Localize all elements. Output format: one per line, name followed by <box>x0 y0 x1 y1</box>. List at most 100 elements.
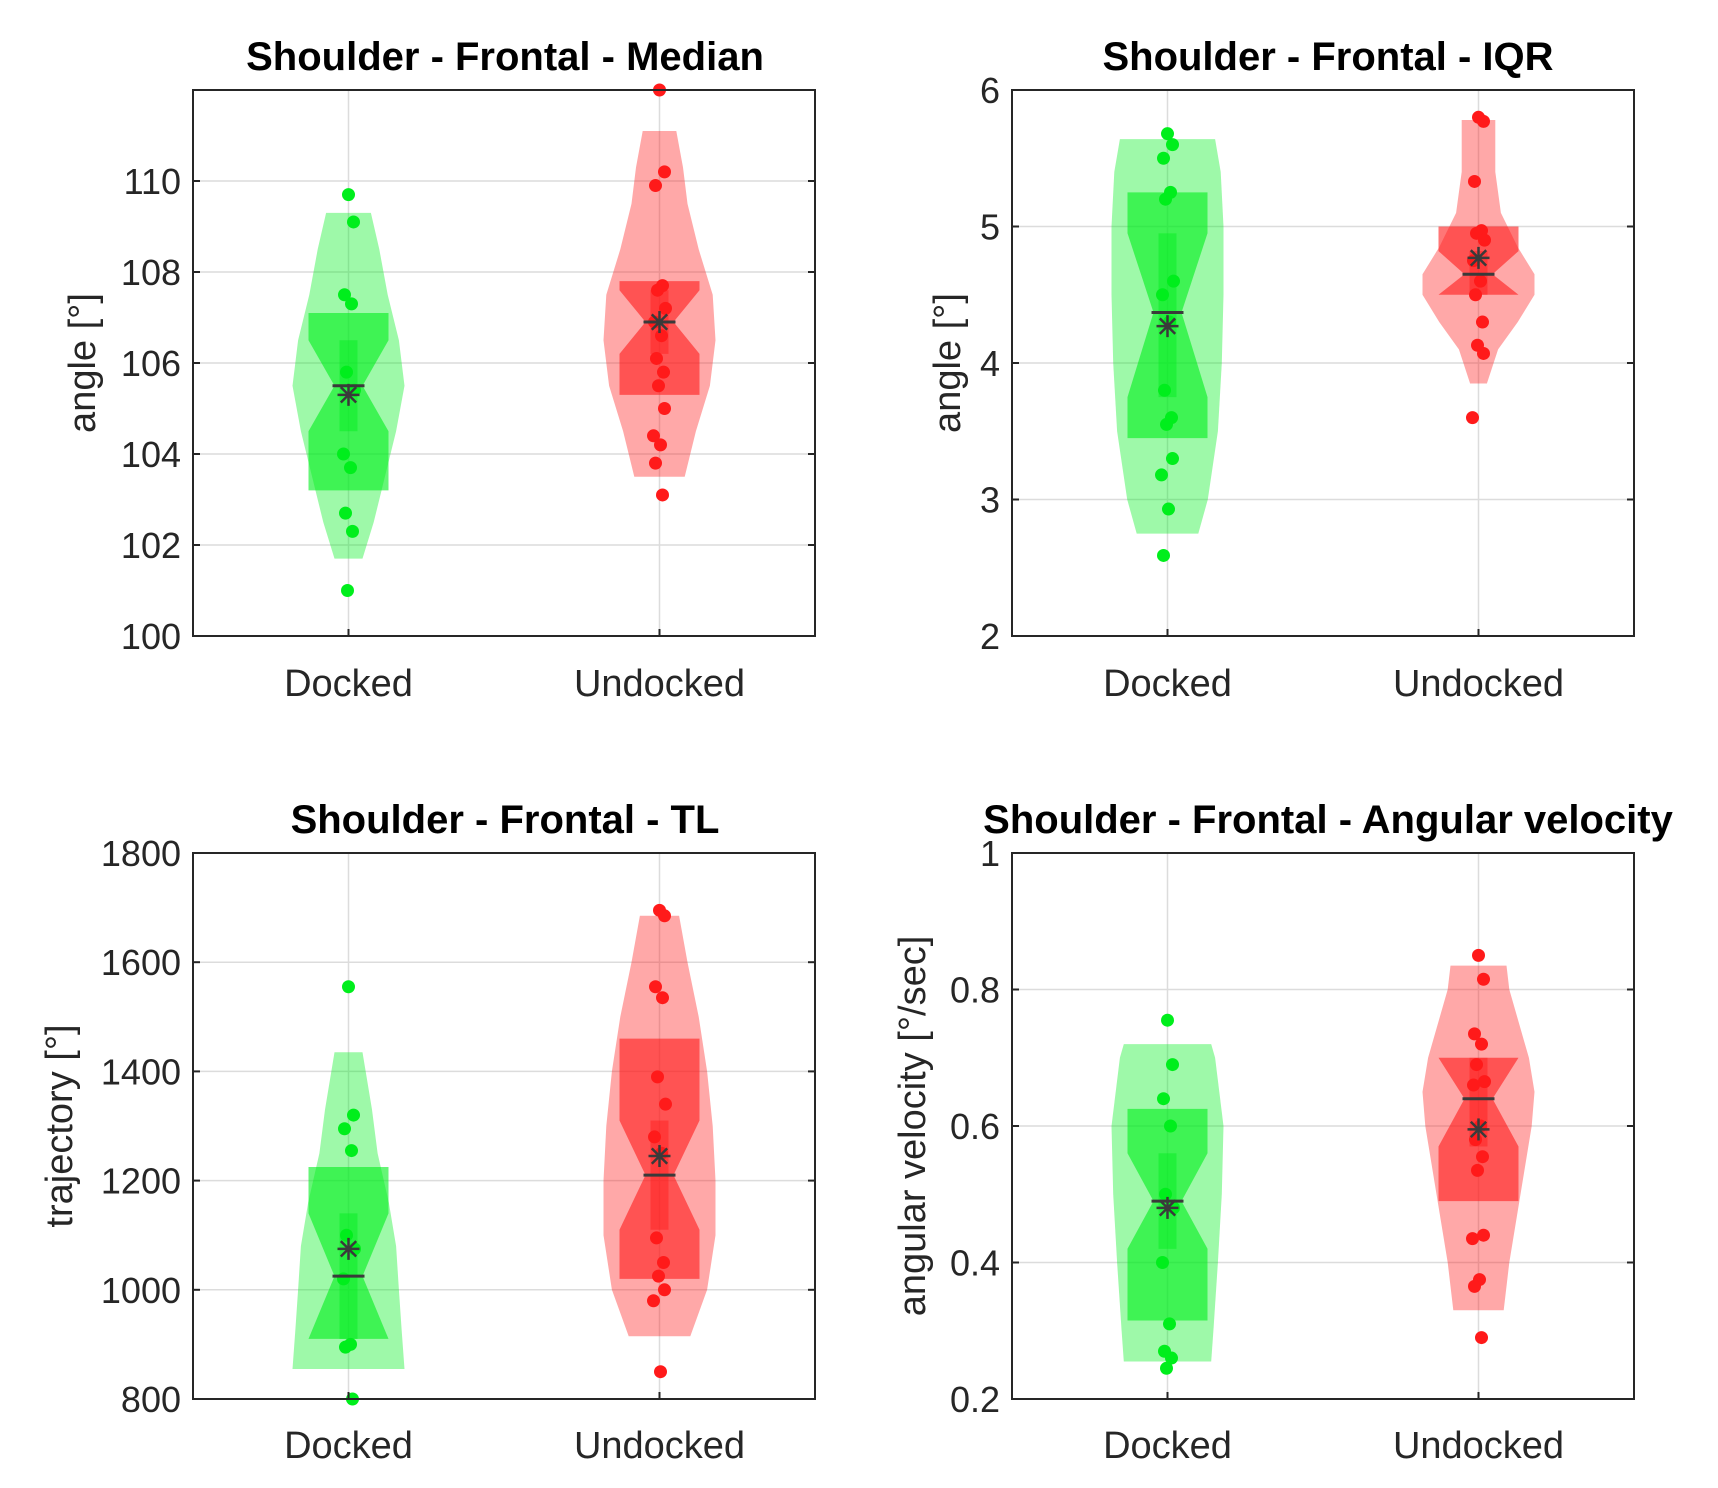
data-point <box>338 1122 351 1136</box>
data-point <box>1477 972 1490 986</box>
data-point <box>657 1256 670 1269</box>
y-tick-label: 1800 <box>101 833 181 874</box>
data-point <box>659 1097 672 1111</box>
y-tick-label: 0.6 <box>950 1106 1000 1147</box>
mean-marker-undocked <box>1467 1118 1490 1141</box>
data-point <box>1166 138 1179 152</box>
data-point <box>1166 452 1179 466</box>
category-label: Docked <box>284 1425 413 1467</box>
series-undocked <box>603 83 716 502</box>
y-tick-label: 0.4 <box>950 1243 1000 1284</box>
mean-marker-docked <box>1156 315 1179 338</box>
category-label: Undocked <box>1393 1425 1564 1467</box>
y-axis-label: angular velocity [°/sec] <box>892 936 934 1317</box>
series-docked <box>292 980 405 1406</box>
data-point <box>1477 1228 1490 1242</box>
mean-marker-undocked <box>648 311 671 334</box>
y-tick-label: 0.2 <box>950 1379 1000 1420</box>
data-point <box>339 506 352 520</box>
data-point <box>1472 948 1485 962</box>
data-point <box>658 165 671 179</box>
chart-title: Shoulder - Frontal - TL <box>291 798 720 842</box>
data-point <box>647 1294 660 1308</box>
data-point <box>1469 1133 1482 1147</box>
y-axis-label: trajectory [°] <box>39 1024 81 1227</box>
category-label: Docked <box>284 663 413 705</box>
data-point <box>339 1340 352 1354</box>
data-point <box>649 179 662 193</box>
data-point <box>651 283 664 297</box>
y-tick-label: 102 <box>121 525 181 566</box>
y-tick-label: 1200 <box>101 1161 181 1202</box>
chart-panel-3: Docked Undocked 800 1000 1200 1400 1600 1800 Sho… <box>39 798 816 1467</box>
mean-marker-docked <box>337 383 360 406</box>
chart-title: Shoulder - Frontal - Angular velocity <box>983 798 1673 842</box>
data-point <box>340 1228 353 1242</box>
data-point <box>656 991 669 1005</box>
data-point <box>346 524 359 538</box>
data-point <box>1161 1013 1174 1027</box>
mean-marker-docked <box>337 1237 360 1260</box>
data-point <box>337 447 350 461</box>
category-label: Undocked <box>1393 663 1564 705</box>
y-tick-label: 1400 <box>101 1051 181 1092</box>
mean-marker-stroke <box>1469 1120 1488 1138</box>
data-point <box>648 1130 661 1144</box>
data-point <box>1468 1279 1481 1293</box>
data-point <box>1478 233 1491 247</box>
data-point <box>650 351 663 365</box>
series-undocked <box>1422 110 1535 425</box>
axes-frame <box>192 852 816 1400</box>
series-docked <box>1111 127 1224 562</box>
data-point <box>338 288 351 302</box>
mean-marker-stroke <box>650 313 669 331</box>
series-docked <box>292 188 405 597</box>
data-point <box>1167 274 1180 288</box>
y-tick-label: 3 <box>980 480 1000 521</box>
data-point <box>1157 548 1170 562</box>
mean-marker-stroke <box>1158 1199 1177 1217</box>
data-point <box>657 365 670 379</box>
data-point <box>1468 174 1481 188</box>
chart-panel-2: Docked Undocked 2 3 4 5 6 Shoulder - Frontal - … <box>927 35 1635 705</box>
series-docked <box>1111 1013 1224 1375</box>
data-point <box>659 301 672 315</box>
y-tick-label: 108 <box>121 252 181 293</box>
mean-marker-undocked <box>648 1145 671 1168</box>
chart-panel-1: Docked Undocked 100 102 104 106 108 110 Shoulder… <box>62 35 816 705</box>
y-tick-label: 110 <box>124 161 181 202</box>
y-axis-label: angle [°] <box>927 293 969 433</box>
y-tick-label: 5 <box>980 207 1000 248</box>
y-tick-label: 1600 <box>101 942 181 983</box>
data-point <box>654 1365 667 1379</box>
data-point <box>1162 502 1175 516</box>
data-point <box>1159 192 1172 206</box>
data-point <box>1156 1256 1169 1269</box>
chart-title: Shoulder - Frontal - Median <box>246 35 764 79</box>
data-point <box>1159 1187 1172 1201</box>
mean-marker-stroke <box>1158 317 1177 335</box>
category-label: Docked <box>1103 1425 1232 1467</box>
data-point <box>1477 346 1490 360</box>
data-point <box>654 438 667 452</box>
data-point <box>652 379 665 393</box>
data-point <box>655 329 668 343</box>
data-point <box>1477 114 1490 128</box>
data-point <box>1156 288 1169 302</box>
data-point <box>1471 1163 1484 1177</box>
data-point <box>340 365 353 379</box>
series-undocked <box>603 903 716 1379</box>
data-point <box>1478 1075 1491 1089</box>
y-tick-label: 800 <box>121 1379 181 1420</box>
y-tick-label: 1000 <box>101 1270 181 1311</box>
data-point <box>658 909 671 923</box>
y-tick-label: 0.8 <box>950 970 1000 1011</box>
data-point <box>347 1108 360 1122</box>
category-label: Undocked <box>574 663 745 705</box>
data-point <box>347 215 360 229</box>
data-point <box>337 1272 350 1286</box>
data-point <box>647 429 660 443</box>
data-point <box>1157 1092 1170 1106</box>
data-point <box>1476 315 1489 329</box>
data-point <box>1475 1331 1488 1345</box>
